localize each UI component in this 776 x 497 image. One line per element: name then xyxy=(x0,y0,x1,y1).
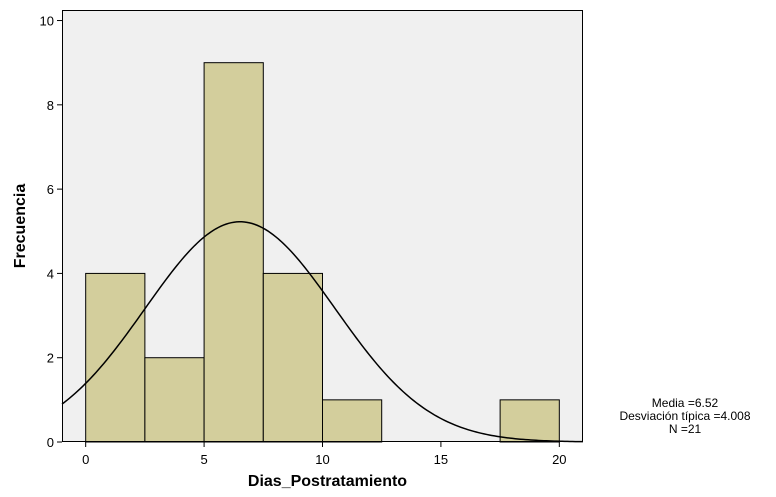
bars-layer xyxy=(85,62,560,443)
histogram-bar-0 xyxy=(85,272,146,443)
y-tick-label: 2 xyxy=(47,351,54,366)
x-axis-title: Dias_Postratamiento xyxy=(248,473,407,490)
normal-curve xyxy=(61,221,584,443)
y-tick-label: 6 xyxy=(47,182,54,197)
histogram-bar-7 xyxy=(499,399,560,443)
x-tick-label: 5 xyxy=(200,452,207,467)
histogram-bar-2 xyxy=(203,62,264,443)
histogram-bar-1 xyxy=(144,357,205,443)
y-tick-label: 4 xyxy=(47,266,54,281)
y-tick-label: 10 xyxy=(40,14,54,29)
histogram-bar-3 xyxy=(262,272,323,443)
x-tick-label: 0 xyxy=(82,452,89,467)
plot-frame xyxy=(62,10,583,442)
stats-sd: Desviación típica =4.008 xyxy=(619,409,751,423)
y-axis-title: Frecuencia xyxy=(12,184,29,269)
x-tick-label: 10 xyxy=(315,452,329,467)
stats-mean: Media =6.52 xyxy=(651,396,719,410)
x-axis: 0 5 10 15 20 xyxy=(82,442,567,467)
y-tick-label: 8 xyxy=(47,98,54,113)
stats-n: N =21 xyxy=(668,422,702,436)
y-tick-label: 0 xyxy=(47,435,54,450)
histogram-bar-4 xyxy=(322,399,383,443)
y-axis: 0 2 4 6 8 10 xyxy=(40,14,62,450)
stats-box: Media =6.52 Desviación típica =4.008 N =… xyxy=(600,397,770,436)
x-tick-label: 20 xyxy=(552,452,566,467)
x-tick-label: 15 xyxy=(434,452,448,467)
